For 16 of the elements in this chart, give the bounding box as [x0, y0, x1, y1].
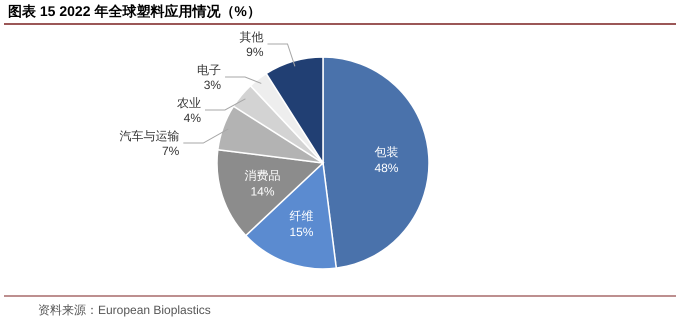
- slice-label: 纤维: [289, 208, 314, 223]
- data-label: 48%: [374, 161, 399, 176]
- slice-label: 电子: [197, 63, 222, 77]
- slice-label: 其他: [240, 30, 264, 44]
- data-label: 14%: [250, 184, 275, 199]
- data-label: 15%: [289, 224, 314, 239]
- slice-label: 包装: [374, 145, 398, 160]
- slice-label: 农业: [176, 96, 201, 110]
- data-label: 9%: [246, 45, 264, 59]
- text: 资料来源：European Bioplastics: [38, 303, 211, 317]
- slice-label: 消费品: [244, 168, 281, 183]
- slice-label: 汽车与运输: [119, 129, 180, 143]
- chart-title: 图表 15 2022 年全球塑料应用情况（%）: [8, 3, 261, 19]
- data-label: 7%: [162, 144, 180, 158]
- data-label: 3%: [204, 78, 222, 92]
- data-label: 4%: [184, 111, 202, 125]
